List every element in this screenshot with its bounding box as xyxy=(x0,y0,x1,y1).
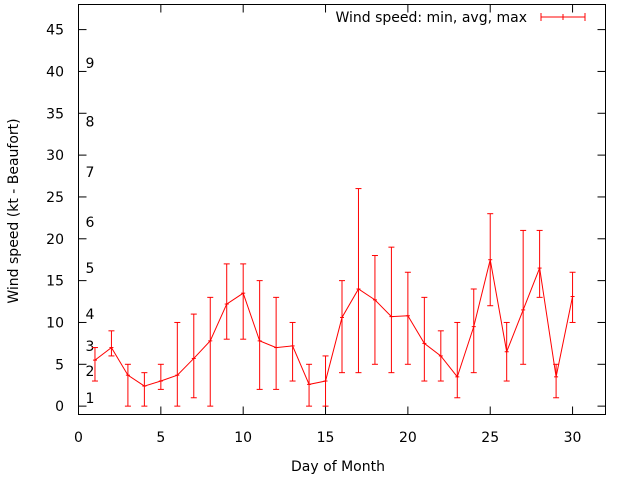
x-axis-ticks: 0 5 10 15 20 25 30 xyxy=(74,4,582,446)
x-tick-label: 0 xyxy=(74,430,83,446)
beaufort-label: 4 xyxy=(86,307,95,323)
legend-label: Wind speed: min, avg, max xyxy=(335,10,527,26)
y-tick-label: 25 xyxy=(46,190,64,206)
y-axis-label: Wind speed (kt - Beaufort) xyxy=(6,118,22,303)
y-tick-label: 45 xyxy=(46,23,64,39)
beaufort-label: 2 xyxy=(86,364,95,380)
y-tick-label: 10 xyxy=(46,315,64,331)
x-tick-label: 15 xyxy=(317,430,335,446)
beaufort-label: 8 xyxy=(86,115,95,131)
beaufort-label: 1 xyxy=(86,391,95,407)
beaufort-label: 3 xyxy=(86,339,95,355)
plot-frame xyxy=(78,4,606,415)
beaufort-label: 6 xyxy=(86,215,95,231)
y-tick-label: 35 xyxy=(46,106,64,122)
x-tick-label: 25 xyxy=(481,430,499,446)
x-tick-label: 30 xyxy=(564,430,582,446)
series-line-wind-speed xyxy=(94,259,574,387)
beaufort-scale-labels: 1 2 3 4 5 6 7 8 9 xyxy=(86,56,95,407)
x-tick-label: 5 xyxy=(156,430,165,446)
series-points xyxy=(92,259,575,387)
x-tick-label: 20 xyxy=(399,430,417,446)
y-tick-label: 15 xyxy=(46,274,64,290)
beaufort-label: 5 xyxy=(86,261,95,277)
beaufort-label: 7 xyxy=(86,165,95,181)
y-tick-label: 20 xyxy=(46,232,64,248)
y-tick-label: 40 xyxy=(46,64,64,80)
y-tick-label: 5 xyxy=(55,357,64,373)
y-tick-label: 30 xyxy=(46,148,64,164)
beaufort-label: 9 xyxy=(86,56,95,72)
y-tick-label: 0 xyxy=(55,399,64,415)
x-tick-label: 10 xyxy=(234,430,252,446)
x-axis-label: Day of Month xyxy=(291,459,385,475)
legend: Wind speed: min, avg, max xyxy=(335,10,586,26)
